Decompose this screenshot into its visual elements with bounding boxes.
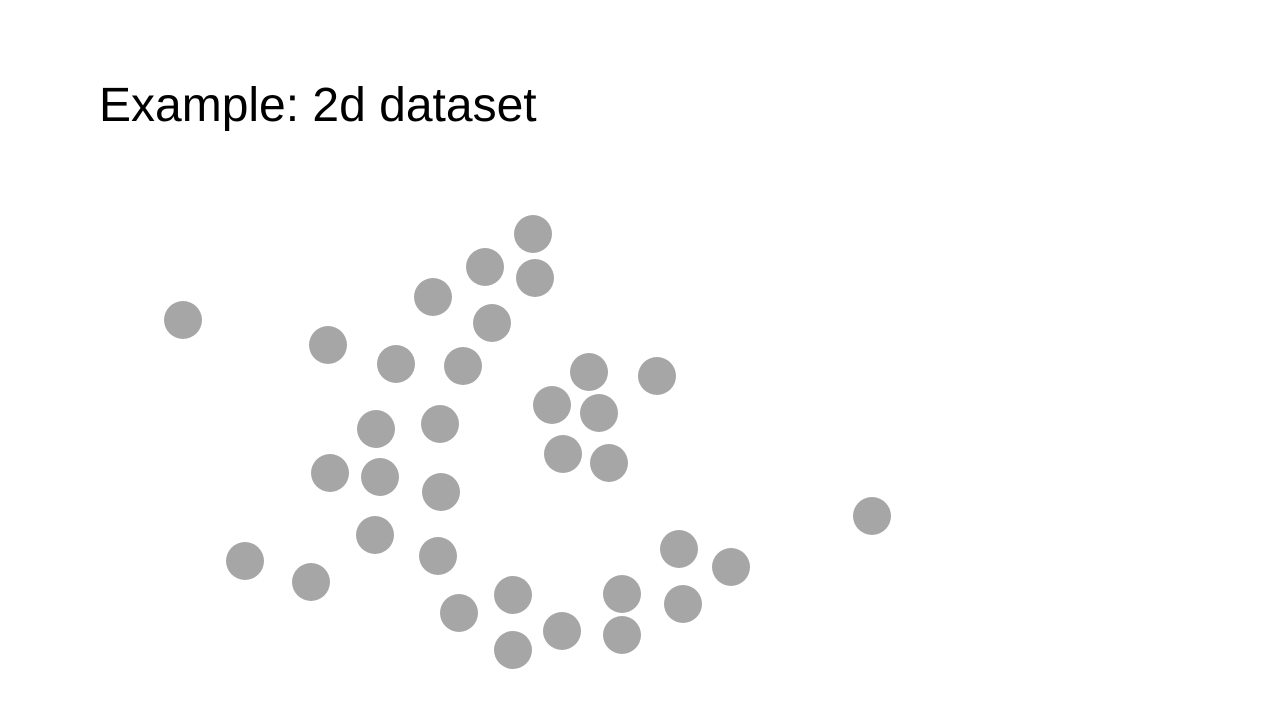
data-point — [444, 347, 482, 385]
data-point — [514, 215, 552, 253]
data-point — [466, 248, 504, 286]
data-point — [660, 530, 698, 568]
data-point — [311, 454, 349, 492]
data-point — [164, 301, 202, 339]
data-point — [516, 259, 554, 297]
data-point — [853, 497, 891, 535]
data-point — [440, 594, 478, 632]
data-point — [414, 278, 452, 316]
data-point — [494, 631, 532, 669]
data-point — [603, 616, 641, 654]
data-point — [309, 326, 347, 364]
data-point — [580, 394, 618, 432]
scatter-points — [164, 215, 891, 669]
slide-title: Example: 2d dataset — [99, 79, 537, 132]
data-point — [357, 410, 395, 448]
data-point — [419, 537, 457, 575]
data-point — [638, 357, 676, 395]
data-point — [292, 563, 330, 601]
data-point — [570, 353, 608, 391]
data-point — [664, 585, 702, 623]
data-point — [421, 405, 459, 443]
data-point — [361, 458, 399, 496]
data-point — [356, 516, 394, 554]
data-point — [377, 345, 415, 383]
data-point — [543, 612, 581, 650]
data-point — [603, 575, 641, 613]
data-point — [533, 386, 571, 424]
data-point — [544, 435, 582, 473]
data-point — [226, 542, 264, 580]
data-point — [590, 444, 628, 482]
data-point — [494, 576, 532, 614]
data-point — [712, 548, 750, 586]
data-point — [422, 473, 460, 511]
data-point — [473, 304, 511, 342]
